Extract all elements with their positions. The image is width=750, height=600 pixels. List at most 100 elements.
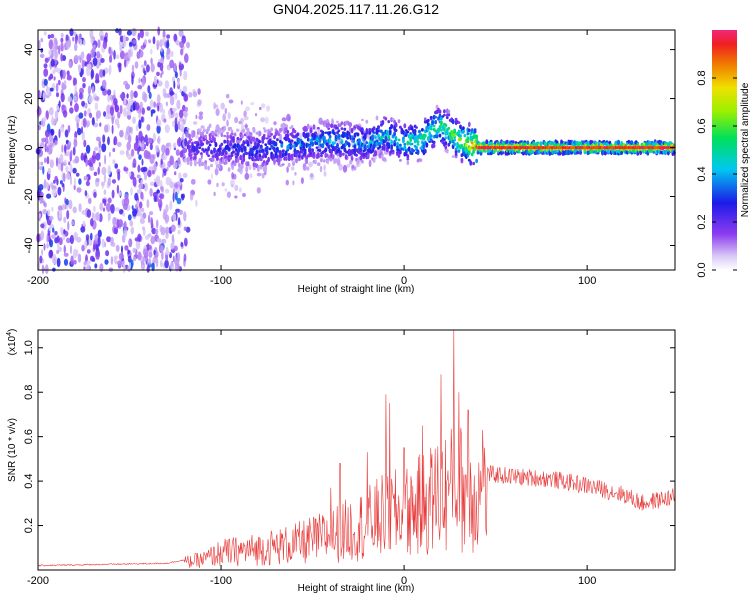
spectrogram-ridge-cell <box>270 133 273 136</box>
spectrogram-core-cell <box>511 146 514 150</box>
spectrogram-scatter-blob <box>214 159 219 166</box>
spectrogram-noise-blob <box>51 254 57 265</box>
spectrogram-core-cell <box>544 146 547 150</box>
spectrogram-ridge-cell <box>287 153 291 156</box>
spectrogram-noise-blob <box>85 234 90 240</box>
spectrogram-ridge-cell <box>211 157 215 162</box>
spectrogram-ridge-cell <box>284 156 288 161</box>
spectrogram-ridge-cell <box>384 117 388 121</box>
spectrogram-ridge-cell <box>255 163 259 169</box>
spectrogram-ridge-cell <box>467 149 471 156</box>
spectrogram-ridge-cell <box>202 128 206 132</box>
spectrogram-ridge-cell <box>336 120 339 124</box>
spectrogram-noise-blob <box>130 149 135 157</box>
spectrogram-noise-blob <box>114 163 118 169</box>
spectrogram-ridge-cell <box>451 155 455 158</box>
spectrogram-ridge-cell <box>399 125 402 129</box>
spectrogram-core-cell <box>530 146 534 150</box>
y-tick-label: 1.0 <box>23 340 35 355</box>
spectrogram-ridge-cell <box>257 143 260 147</box>
spectrogram-noise-blob <box>88 197 92 204</box>
spectrogram-ridge-cell <box>262 136 266 140</box>
spectrogram-noise-blob <box>179 109 184 119</box>
spectrogram-core-cell <box>524 146 527 150</box>
spectrogram-noise-blob <box>106 104 111 115</box>
x-tick-label: 0 <box>401 575 407 587</box>
spectrogram-noise-blob <box>177 263 180 271</box>
spectrogram-noise-blob <box>111 189 115 199</box>
spectrogram-ridge-cell <box>198 158 202 163</box>
spectrogram-noise-blob <box>74 84 77 95</box>
spectrogram-noise-blob <box>185 130 189 138</box>
spectrogram-ridge-cell <box>406 130 410 134</box>
spectrogram-ridge-cell <box>242 157 246 162</box>
spectrogram-ridge-cell <box>397 138 401 142</box>
spectrogram-noise-blob <box>164 188 170 194</box>
spectrogram-noise-blob <box>54 231 58 236</box>
spectrogram-ridge-cell <box>232 135 235 142</box>
spectrogram-noise-blob <box>69 28 74 37</box>
spectrogram-noise-blob <box>160 226 166 236</box>
spectrogram-noise-blob <box>100 181 105 187</box>
spectrogram-noise-blob <box>148 258 152 265</box>
spectrogram-noise-blob <box>183 93 189 102</box>
spectrogram-noise-blob <box>105 114 110 120</box>
spectrogram-ridge-cell <box>429 138 433 141</box>
spectrogram-core-cell <box>517 146 521 150</box>
spectrogram-ridge-cell <box>210 140 213 143</box>
spectrogram-noise-blob <box>142 212 147 219</box>
spectrogram-noise-blob <box>73 177 76 187</box>
colorbar-tick-label: 0.2 <box>696 214 708 229</box>
spectrogram-ridge-cell <box>431 120 434 125</box>
spectrogram-core-cell <box>653 146 657 150</box>
y-tick-label: 0.8 <box>23 385 35 400</box>
spectrogram-ridge-cell <box>365 130 369 135</box>
spectrogram-ridge-cell <box>368 128 372 131</box>
spectrogram-noise-blob <box>112 216 117 227</box>
spectrogram-ridge-cell <box>189 160 193 167</box>
spectrogram-core-cell <box>539 146 543 150</box>
spectrogram-ridge-cell <box>397 153 401 158</box>
spectrogram-ridge-cell <box>382 144 386 149</box>
spectrogram-ridge-cell <box>385 132 389 136</box>
spectrogram-noise-blob <box>93 205 96 213</box>
spectrogram-noise-blob <box>67 125 71 133</box>
spectrogram-scatter-blob <box>230 179 235 188</box>
colorbar-tick-label: 0.8 <box>696 70 708 85</box>
spectrogram-ridge-cell <box>347 132 351 137</box>
spectrogram-noise-blob <box>67 221 70 231</box>
spectrogram-noise-blob <box>50 33 55 39</box>
spectrogram-noise-blob <box>78 64 82 73</box>
spectrogram-noise-blob <box>172 192 175 203</box>
spectrogram-ridge-cell <box>322 136 326 141</box>
spectrogram-ridge-cell <box>312 151 316 157</box>
spectrogram-noise-blob <box>183 226 187 231</box>
spectrogram-ridge-cell <box>422 137 426 141</box>
spectrogram-noise-blob <box>100 35 104 41</box>
spectrogram-ridge-cell <box>372 131 376 134</box>
spectrogram-ridge-cell <box>457 121 461 124</box>
spectrogram-ridge-cell <box>444 145 448 150</box>
spectrogram-noise-blob <box>107 197 112 204</box>
spectrogram-core-cell <box>640 146 644 150</box>
snr-series-line <box>37 329 676 569</box>
spectrogram-noise-blob <box>43 157 47 164</box>
spectrogram-ridge-cell <box>264 143 268 147</box>
spectrogram-noise-blob <box>158 198 163 209</box>
spectrogram-noise-blob <box>58 237 63 246</box>
spectrogram-noise-blob <box>61 82 65 91</box>
spectrogram-ridge-cell <box>440 128 443 132</box>
spectrogram-noise-blob <box>39 255 43 264</box>
spectrogram-ridge-cell <box>201 142 205 146</box>
spectrogram-core-cell <box>581 146 584 150</box>
spectrogram-core-cell <box>515 146 519 150</box>
spectrogram-noise-blob <box>57 205 63 212</box>
spectrogram-ridge-cell <box>331 154 335 160</box>
spectrogram-ridge-cell <box>248 155 252 160</box>
spectrogram-scatter-blob <box>198 114 203 120</box>
chart-title: GN04.2025.117.11.26.G12 <box>273 1 439 17</box>
spectrogram-noise-blob <box>132 158 137 168</box>
spectrogram-noise-blob <box>93 44 96 49</box>
spectrogram-ridge-cell <box>438 125 442 130</box>
spectrogram-ridge-cell <box>223 125 227 131</box>
